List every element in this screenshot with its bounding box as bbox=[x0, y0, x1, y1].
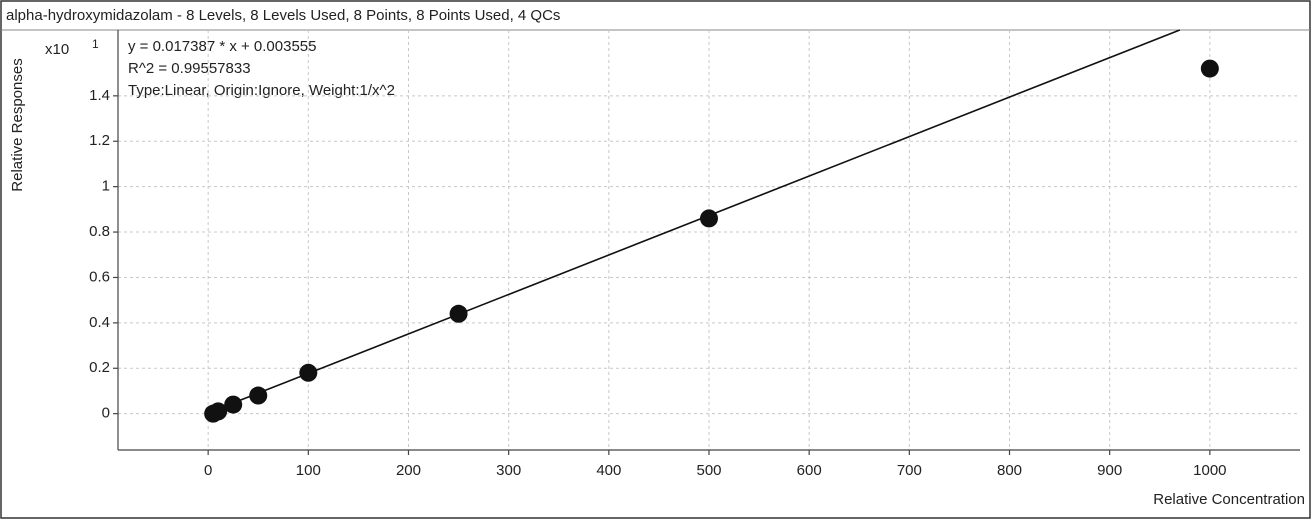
x-tick-label: 400 bbox=[596, 462, 621, 479]
x-tick-label: 1000 bbox=[1193, 462, 1226, 479]
annotation: y = 0.017387 * x + 0.003555 bbox=[128, 38, 317, 55]
data-point bbox=[224, 395, 243, 414]
data-point bbox=[700, 209, 718, 228]
x-tick-label: 200 bbox=[396, 462, 421, 479]
y-exponent: 1 bbox=[92, 37, 99, 51]
data-point bbox=[449, 304, 468, 323]
y-tick-label: 0.6 bbox=[89, 268, 110, 285]
y-tick-label: 1.2 bbox=[89, 132, 110, 149]
x-axis-label: Relative Concentration bbox=[1153, 491, 1305, 508]
x-tick-label: 300 bbox=[496, 462, 521, 479]
x-tick-label: 500 bbox=[696, 462, 721, 479]
annotation: R^2 = 0.99557833 bbox=[128, 60, 251, 77]
x-tick-label: 700 bbox=[897, 462, 922, 479]
chart-title: alpha-hydroxymidazolam - 8 Levels, 8 Lev… bbox=[6, 7, 560, 24]
x-tick-label: 0 bbox=[204, 462, 212, 479]
y-tick-label: 0.2 bbox=[89, 359, 110, 376]
data-point bbox=[299, 363, 318, 382]
y-multiplier: x10 bbox=[45, 41, 69, 58]
data-point bbox=[249, 386, 268, 405]
y-tick-label: 0 bbox=[102, 405, 110, 422]
y-axis-label: Relative Responses bbox=[9, 58, 26, 191]
y-tick-label: 1.4 bbox=[89, 87, 110, 104]
data-point bbox=[1200, 59, 1219, 78]
x-tick-label: 900 bbox=[1097, 462, 1122, 479]
y-tick-label: 0.8 bbox=[89, 223, 110, 240]
y-tick-label: 0.4 bbox=[89, 314, 110, 331]
annotation: Type:Linear, Origin:Ignore, Weight:1/x^2 bbox=[128, 82, 395, 99]
x-tick-label: 600 bbox=[797, 462, 822, 479]
data-point bbox=[209, 402, 228, 421]
fit-line bbox=[207, 29, 1181, 414]
x-tick-label: 800 bbox=[997, 462, 1022, 479]
x-tick-label: 100 bbox=[296, 462, 321, 479]
y-tick-label: 1 bbox=[102, 178, 110, 195]
